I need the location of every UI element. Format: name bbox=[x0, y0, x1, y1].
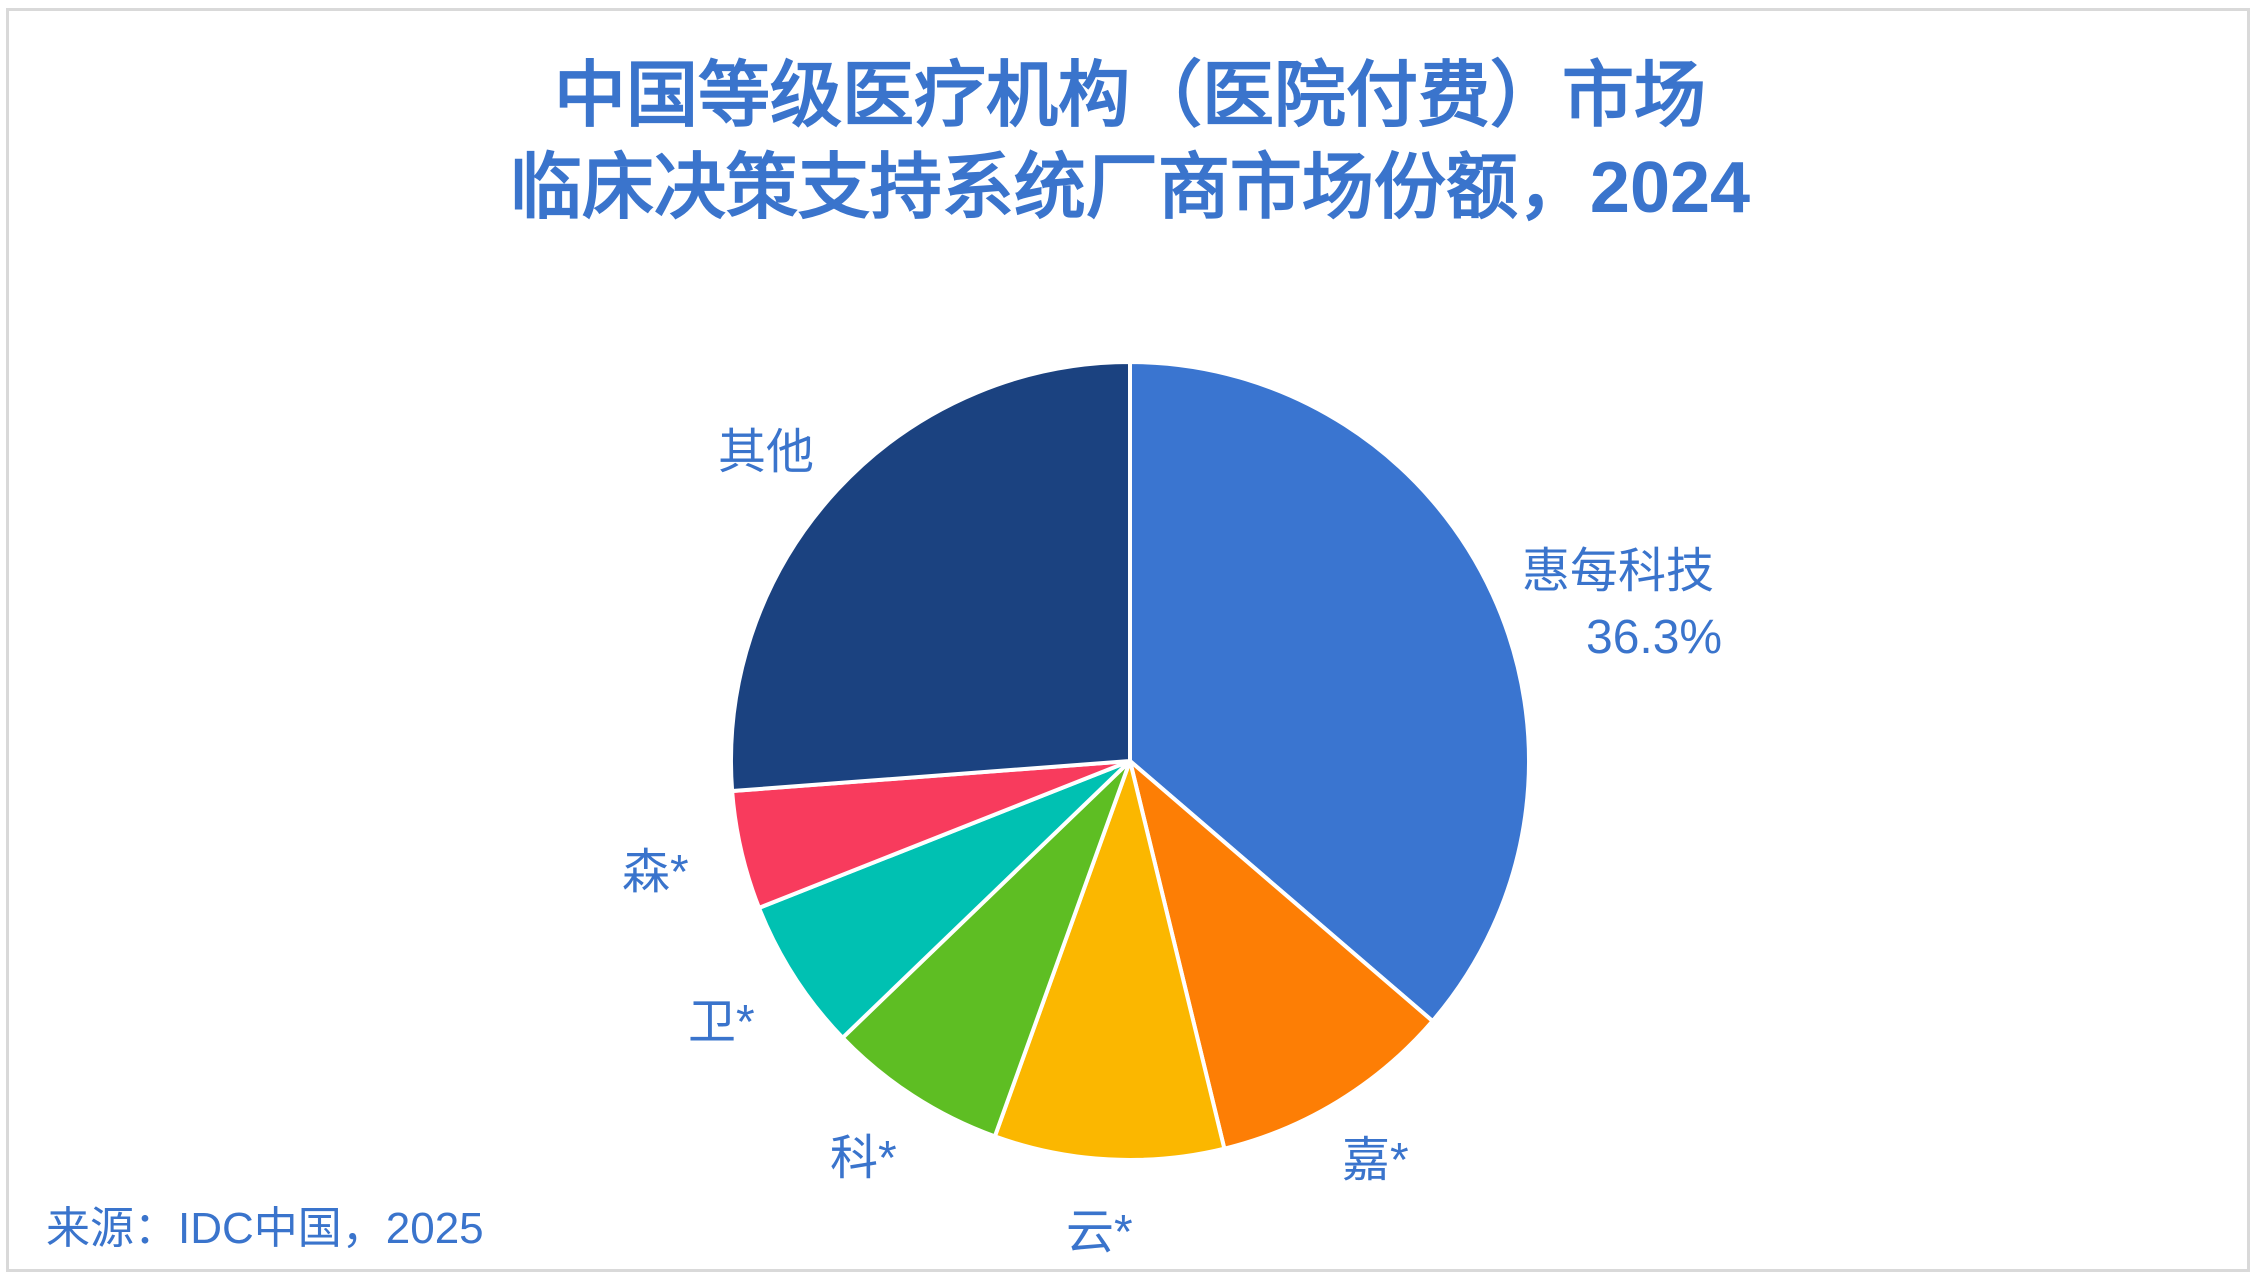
pie-slice bbox=[757, 759, 1132, 1040]
slice-value-huimei: 36.3% bbox=[1586, 611, 1723, 664]
slice-label-wei: 卫* bbox=[688, 996, 755, 1049]
pie-slice bbox=[1128, 360, 1531, 1024]
pie-slice bbox=[1128, 759, 1435, 1151]
chart-title-line1: 中国等级医疗机构（医院付费）市场 bbox=[553, 56, 1706, 136]
pie-slice bbox=[729, 360, 1132, 794]
slice-label-yun: 云* bbox=[1066, 1206, 1133, 1259]
slice-label-sen: 森* bbox=[622, 846, 689, 899]
pie-slice bbox=[992, 759, 1227, 1162]
slice-label-huimei: 惠每科技 bbox=[1522, 545, 1715, 598]
pie-slice bbox=[840, 759, 1132, 1139]
slice-label-jia: 嘉* bbox=[1342, 1134, 1409, 1187]
source-note: 来源：IDC中国，2025 bbox=[46, 1204, 484, 1253]
chart-title-line2: 临床决策支持系统厂商市场份额，2024 bbox=[509, 148, 1751, 228]
slice-label-other: 其他 bbox=[718, 426, 815, 479]
slice-label-ke: 科* bbox=[830, 1132, 897, 1185]
